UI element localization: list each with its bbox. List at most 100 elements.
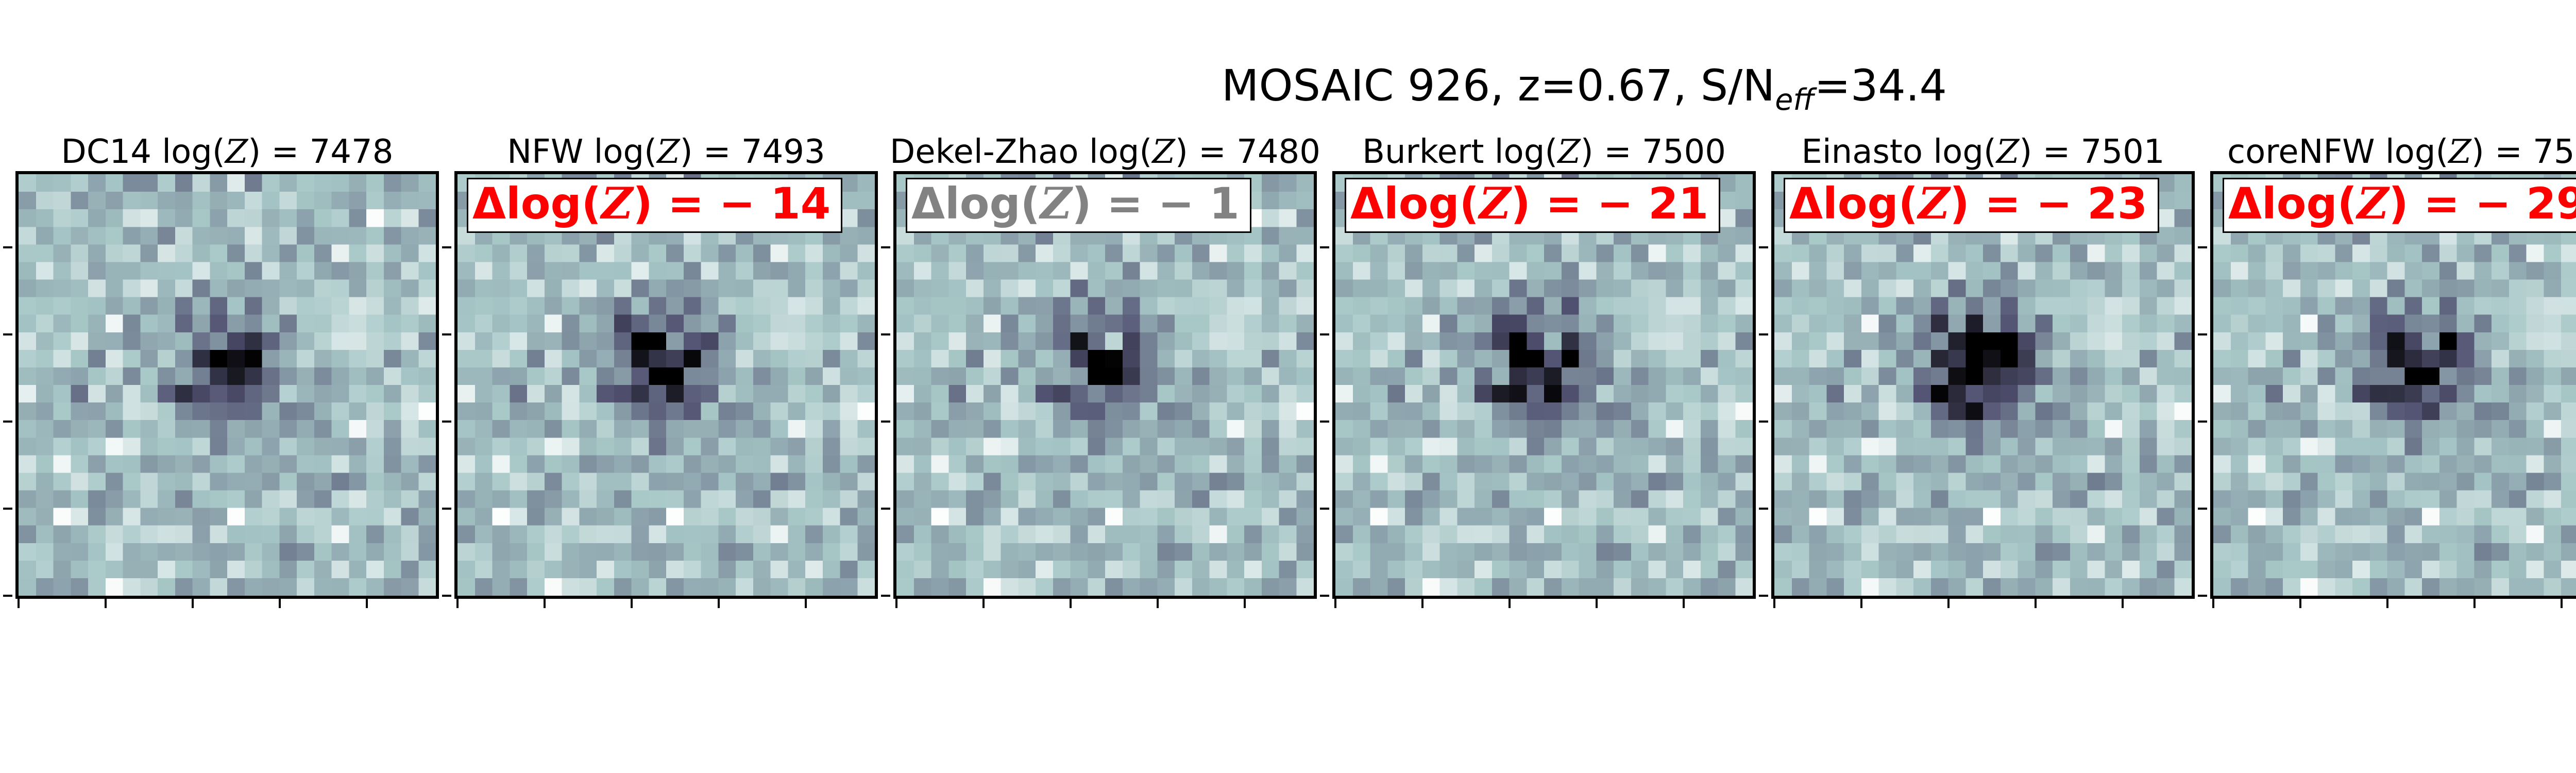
x-tick <box>982 599 985 608</box>
panel-title-equals: ) = <box>248 132 310 171</box>
delta-prefix: Δlog( <box>1350 178 1480 229</box>
figure-suptitle: MOSAIC 926, z=0.67, S/Neff=34.4 <box>0 60 2576 114</box>
x-tick <box>1070 599 1072 608</box>
x-tick <box>105 599 107 608</box>
x-tick <box>18 599 20 608</box>
x-tick <box>631 599 633 608</box>
panel-title-logz-value: 7478 <box>309 132 394 171</box>
panel-title: Einasto log(Z) = 7501 <box>1801 135 2164 170</box>
delta-annotation: Δlog(Z) = − 1 <box>906 178 1251 233</box>
panel-dc14: DC14 log(Z) = 7478 <box>3 135 439 608</box>
delta-annotation: Δlog(Z) = − 14 <box>467 178 843 233</box>
delta-value: − 14 <box>719 178 831 229</box>
y-tick <box>1320 246 1329 248</box>
y-tick <box>1759 595 1768 597</box>
panel-title-model: coreNFW <box>2227 132 2375 171</box>
mathcal-z-symbol: Z <box>1918 178 1950 229</box>
y-tick <box>1320 595 1329 597</box>
y-tick <box>2198 595 2207 597</box>
mathcal-z-symbol: Z <box>225 132 248 171</box>
y-tick <box>2198 333 2207 335</box>
y-tick <box>1759 421 1768 423</box>
x-tick <box>895 599 897 608</box>
y-tick <box>1320 333 1329 335</box>
panel-title-logz-value: 7507 <box>2533 132 2576 171</box>
delta-annotation: Δlog(Z) = − 21 <box>1345 178 1721 233</box>
suptitle-subscript: eff <box>1775 82 1815 117</box>
y-tick <box>881 508 890 510</box>
panel-title-equals: ) = <box>680 132 741 171</box>
panel-title-log-open: log( <box>1078 132 1153 171</box>
x-tick <box>2473 599 2476 608</box>
heatmap-canvas <box>457 174 875 596</box>
panel-title-equals: ) = <box>2019 132 2081 171</box>
panel-title-log-open: log( <box>1923 132 1996 171</box>
y-tick <box>442 421 451 423</box>
panel-corenfw: coreNFW log(Z) = 7507 Δlog(Z) = − 29 <box>2198 135 2576 608</box>
x-tick <box>1773 599 1775 608</box>
panel-title-equals: ) = <box>1580 132 1642 171</box>
y-tick <box>1759 333 1768 335</box>
y-tick <box>442 333 451 335</box>
mathcal-z-symbol: Z <box>657 132 680 171</box>
y-tick <box>881 333 890 335</box>
delta-prefix: Δlog( <box>1789 178 1919 229</box>
panel-dekel-zhao: Dekel-Zhao log(Z) = 7480 Δlog(Z) = − 1 <box>881 135 1320 608</box>
delta-value: − 21 <box>1597 178 1709 229</box>
panel-title-log-open: log( <box>583 132 657 171</box>
x-tick <box>1683 599 1685 608</box>
suptitle-suffix: =34.4 <box>1814 60 1947 111</box>
y-tick <box>2198 421 2207 423</box>
y-tick <box>881 421 890 423</box>
mathcal-z-symbol: Z <box>1479 178 1511 229</box>
delta-value: − 29 <box>2475 178 2576 229</box>
x-tick <box>1860 599 1862 608</box>
panel-title-equals: ) = <box>1175 132 1237 171</box>
y-tick <box>2198 246 2207 248</box>
panel-title-model: Burkert <box>1362 132 1484 171</box>
mathcal-z-symbol: Z <box>2448 132 2471 171</box>
x-tick <box>2561 599 2563 608</box>
y-tick <box>3 333 12 335</box>
x-tick <box>2122 599 2124 608</box>
mathcal-z-symbol: Z <box>1557 132 1581 171</box>
y-tick <box>1320 421 1329 423</box>
panel-title: Burkert log(Z) = 7500 <box>1362 135 1726 170</box>
panel-title-logz-value: 7500 <box>1642 132 1726 171</box>
y-tick <box>1759 246 1768 248</box>
mathcal-z-symbol: Z <box>601 178 633 229</box>
panel-title-model: NFW <box>507 132 584 171</box>
delta-annotation: Δlog(Z) = − 29 <box>2223 178 2576 233</box>
y-tick <box>881 595 890 597</box>
x-tick <box>1334 599 1336 608</box>
y-tick <box>442 508 451 510</box>
delta-prefix: Δlog( <box>472 178 602 229</box>
heatmap-canvas <box>2213 174 2576 596</box>
delta-annotation: Δlog(Z) = − 23 <box>1784 178 2160 233</box>
delta-prefix: Δlog( <box>911 178 1041 229</box>
y-tick <box>3 246 12 248</box>
x-tick <box>805 599 807 608</box>
suptitle-prefix: MOSAIC 926, z=0.67, S/N <box>1222 60 1775 111</box>
panel-title-model: DC14 <box>61 132 151 171</box>
panel-title-logz-value: 7493 <box>741 132 825 171</box>
y-tick <box>2198 508 2207 510</box>
y-tick <box>442 595 451 597</box>
y-tick <box>3 508 12 510</box>
heatmap-canvas <box>896 174 1314 596</box>
delta-value: − 1 <box>1158 178 1240 229</box>
x-tick <box>544 599 546 608</box>
delta-equals: ) = <box>1072 178 1158 229</box>
panel-burkert: Burkert log(Z) = 7500 Δlog(Z) = − 21 <box>1320 135 1756 608</box>
y-tick <box>3 595 12 597</box>
x-tick <box>2299 599 2301 608</box>
delta-prefix: Δlog( <box>2228 178 2358 229</box>
mathcal-z-symbol: Z <box>1996 132 2020 171</box>
heatmap-canvas <box>19 174 436 596</box>
panel-title: coreNFW log(Z) = 7507 <box>2227 135 2576 170</box>
x-tick <box>718 599 720 608</box>
x-tick <box>1596 599 1598 608</box>
panel-title-logz-value: 7501 <box>2080 132 2165 171</box>
y-tick <box>3 421 12 423</box>
x-tick <box>456 599 459 608</box>
